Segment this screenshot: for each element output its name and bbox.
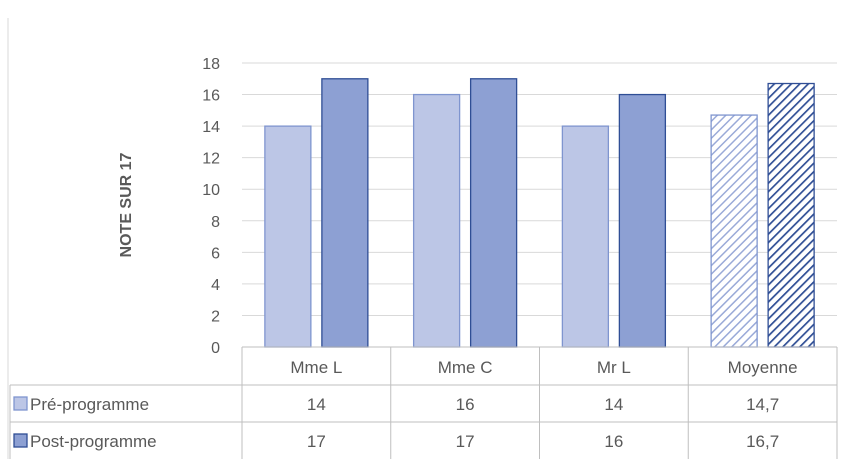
- x-category-label: Mme C: [438, 358, 493, 377]
- y-tick-label: 6: [211, 245, 220, 262]
- bar-post-3[interactable]: [618, 93, 667, 348]
- data-table: Mme L Mme C Mr L Moyenne Pré-programme 14 16 14…: [9, 346, 838, 459]
- y-tick-label: 4: [211, 277, 220, 294]
- x-category-label: Moyenne: [728, 358, 798, 377]
- legend-key-pre: [13, 396, 28, 411]
- bar-post-4[interactable]: [767, 82, 815, 348]
- bar-pre-1[interactable]: [264, 125, 312, 348]
- y-tick-label: 16: [202, 88, 220, 105]
- bar-pre-3[interactable]: [561, 125, 610, 348]
- bar-pre-2[interactable]: [412, 93, 461, 348]
- table-value: 14: [307, 395, 326, 414]
- y-axis-ticks: 0 2 4 6 8 10 12 14 16 18: [202, 56, 220, 357]
- y-tick-label: 12: [202, 151, 220, 168]
- x-category-label: Mme L: [290, 358, 342, 377]
- y-axis-title: NOTE SUR 17: [118, 152, 135, 257]
- x-category-label: Mr L: [597, 358, 631, 377]
- bars: [264, 78, 815, 348]
- table-value: 16: [456, 395, 475, 414]
- table-value: 16: [604, 432, 623, 451]
- legend-label-post: Post-programme: [30, 432, 157, 451]
- y-tick-label: 2: [211, 308, 220, 325]
- table-value: 14: [604, 395, 623, 414]
- y-tick-label: 8: [211, 214, 220, 231]
- bar-post-1[interactable]: [321, 78, 369, 348]
- table-value: 17: [307, 432, 326, 451]
- table-value: 17: [456, 432, 475, 451]
- bar-post-2[interactable]: [469, 78, 518, 348]
- table-value: 14,7: [746, 395, 779, 414]
- bar-pre-4[interactable]: [710, 114, 758, 348]
- y-tick-label: 10: [202, 182, 220, 199]
- y-tick-label: 18: [202, 56, 220, 73]
- legend-label-pre: Pré-programme: [30, 395, 149, 414]
- table-value: 16,7: [746, 432, 779, 451]
- y-tick-label: 14: [202, 119, 220, 136]
- y-tick-label: 0: [211, 340, 220, 357]
- legend-key-post: [13, 433, 28, 448]
